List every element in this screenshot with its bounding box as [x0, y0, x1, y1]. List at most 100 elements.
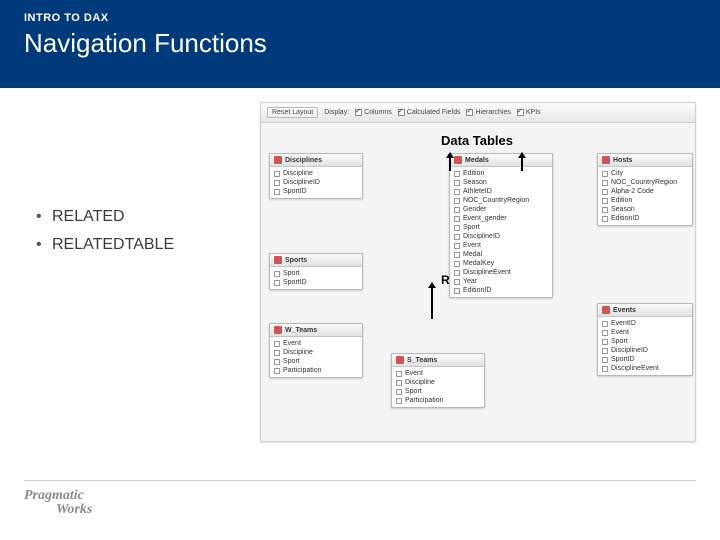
field-checkbox[interactable]	[274, 350, 280, 356]
table-field-row[interactable]: EventID	[598, 319, 692, 328]
table-field-row[interactable]: Season	[450, 178, 552, 187]
table-header[interactable]: Medals	[450, 154, 552, 167]
table-field-row[interactable]: Edition	[598, 196, 692, 205]
table-field-row[interactable]: DisciplineEvent	[598, 364, 692, 373]
field-checkbox[interactable]	[602, 330, 608, 336]
table-card-disciplines[interactable]: Disciplines DisciplineDisciplineIDSportID	[269, 153, 363, 199]
table-field-row[interactable]: Sport	[598, 337, 692, 346]
table-header[interactable]: S_Teams	[392, 354, 484, 367]
table-field-row[interactable]: Sport	[450, 223, 552, 232]
kpis-checkbox[interactable]: KPIs	[517, 109, 541, 116]
field-checkbox[interactable]	[396, 371, 402, 377]
field-checkbox[interactable]	[274, 171, 280, 177]
reset-layout-button[interactable]: Reset Layout	[267, 107, 318, 118]
table-field-row[interactable]: Year	[450, 277, 552, 286]
field-checkbox[interactable]	[274, 341, 280, 347]
field-checkbox[interactable]	[602, 321, 608, 327]
field-checkbox[interactable]	[396, 380, 402, 386]
table-field-row[interactable]: NOC_CountryRegion	[598, 178, 692, 187]
field-checkbox[interactable]	[602, 339, 608, 345]
field-checkbox[interactable]	[274, 368, 280, 374]
table-header[interactable]: Sports	[270, 254, 362, 267]
field-checkbox[interactable]	[274, 280, 280, 286]
field-checkbox[interactable]	[454, 171, 460, 177]
field-checkbox[interactable]	[602, 216, 608, 222]
hierarchies-checkbox[interactable]: Hierarchies	[466, 109, 510, 116]
table-field-row[interactable]: Event	[392, 369, 484, 378]
table-field-row[interactable]: Discipline	[270, 348, 362, 357]
table-icon	[274, 326, 282, 334]
table-header[interactable]: W_Teams	[270, 324, 362, 337]
table-field-row[interactable]: Event_gender	[450, 214, 552, 223]
table-header[interactable]: Hosts	[598, 154, 692, 167]
field-label: Discipline	[405, 379, 435, 386]
table-field-row[interactable]: Discipline	[392, 378, 484, 387]
table-header[interactable]: Events	[598, 304, 692, 317]
field-checkbox[interactable]	[454, 216, 460, 222]
field-checkbox[interactable]	[454, 243, 460, 249]
field-checkbox[interactable]	[454, 207, 460, 213]
field-checkbox[interactable]	[602, 198, 608, 204]
field-checkbox[interactable]	[454, 180, 460, 186]
field-checkbox[interactable]	[602, 189, 608, 195]
field-checkbox[interactable]	[396, 398, 402, 404]
table-field-row[interactable]: Discipline	[270, 169, 362, 178]
field-checkbox[interactable]	[454, 234, 460, 240]
table-field-row[interactable]: NOC_CountryRegion	[450, 196, 552, 205]
field-checkbox[interactable]	[602, 180, 608, 186]
table-field-row[interactable]: EditionID	[450, 286, 552, 295]
table-card-s_teams[interactable]: S_Teams EventDisciplineSportParticipation	[391, 353, 485, 408]
field-checkbox[interactable]	[602, 171, 608, 177]
field-checkbox[interactable]	[602, 357, 608, 363]
table-field-row[interactable]: SportID	[598, 355, 692, 364]
columns-checkbox[interactable]: Columns	[355, 109, 392, 116]
table-field-row[interactable]: DisciplineID	[450, 232, 552, 241]
field-checkbox[interactable]	[396, 389, 402, 395]
calculated-fields-checkbox[interactable]: Calculated Fields	[398, 109, 461, 116]
table-field-row[interactable]: Gender	[450, 205, 552, 214]
table-field-row[interactable]: Participation	[270, 366, 362, 375]
table-field-row[interactable]: AthleteID	[450, 187, 552, 196]
table-field-row[interactable]: Edition	[450, 169, 552, 178]
field-checkbox[interactable]	[602, 348, 608, 354]
table-field-row[interactable]: Sport	[392, 387, 484, 396]
table-card-sports[interactable]: Sports SportSportID	[269, 253, 363, 290]
table-field-row[interactable]: Alpha-2 Code	[598, 187, 692, 196]
table-field-row[interactable]: Event	[270, 339, 362, 348]
table-field-row[interactable]: SportID	[270, 278, 362, 287]
table-card-w_teams[interactable]: W_Teams EventDisciplineSportParticipation	[269, 323, 363, 378]
field-checkbox[interactable]	[274, 180, 280, 186]
table-field-row[interactable]: DisciplineID	[598, 346, 692, 355]
table-field-row[interactable]: MedalKey	[450, 259, 552, 268]
table-field-row[interactable]: Sport	[270, 269, 362, 278]
field-checkbox[interactable]	[602, 366, 608, 372]
field-checkbox[interactable]	[274, 271, 280, 277]
table-field-row[interactable]: Event	[450, 241, 552, 250]
table-field-row[interactable]: DisciplineEvent	[450, 268, 552, 277]
table-card-hosts[interactable]: HostsCityNOC_CountryRegionAlpha-2 CodeEd…	[597, 153, 693, 226]
table-field-row[interactable]: Season	[598, 205, 692, 214]
field-checkbox[interactable]	[454, 252, 460, 258]
field-checkbox[interactable]	[454, 198, 460, 204]
table-header[interactable]: Disciplines	[270, 154, 362, 167]
field-checkbox[interactable]	[454, 189, 460, 195]
table-field-row[interactable]: Medal	[450, 250, 552, 259]
table-field-row[interactable]: Sport	[270, 357, 362, 366]
table-field-row[interactable]: Participation	[392, 396, 484, 405]
field-checkbox[interactable]	[454, 279, 460, 285]
table-field-row[interactable]: City	[598, 169, 692, 178]
field-checkbox[interactable]	[602, 207, 608, 213]
table-field-row[interactable]: EditionID	[598, 214, 692, 223]
table-field-row[interactable]: DisciplineID	[270, 178, 362, 187]
field-checkbox[interactable]	[454, 225, 460, 231]
table-field-row[interactable]: Event	[598, 328, 692, 337]
bullet-item: RELATED	[36, 208, 174, 226]
table-card-events[interactable]: Events EventIDEventSportDisciplineIDSport…	[597, 303, 693, 376]
table-field-row[interactable]: SportID	[270, 187, 362, 196]
field-checkbox[interactable]	[274, 359, 280, 365]
field-checkbox[interactable]	[454, 261, 460, 267]
table-card-medals[interactable]: Medals EditionSeasonAthleteIDNOC_CountryR…	[449, 153, 553, 298]
field-checkbox[interactable]	[454, 270, 460, 276]
field-checkbox[interactable]	[454, 288, 460, 294]
field-checkbox[interactable]	[274, 189, 280, 195]
